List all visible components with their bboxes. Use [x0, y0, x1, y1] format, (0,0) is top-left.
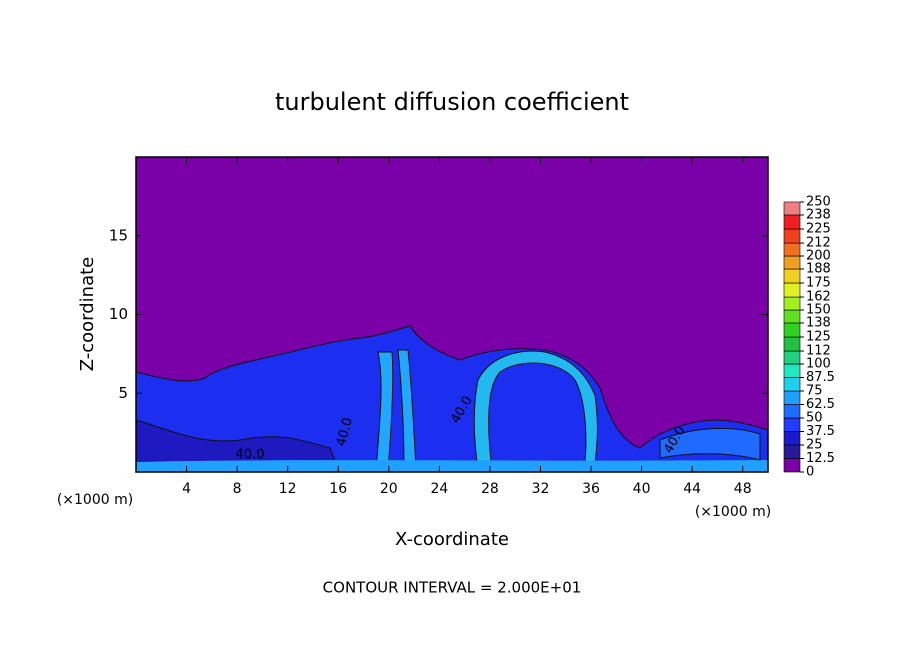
colorbar-bin [783, 296, 801, 311]
x-tick-label: 24 [430, 481, 448, 497]
x-tick-label: 32 [532, 481, 550, 497]
colorbar-bin [783, 417, 801, 432]
colorbar-bin [783, 336, 801, 352]
field-region [135, 419, 341, 473]
colorbar-bin [783, 214, 801, 230]
plot-field [135, 157, 769, 473]
colorbar-bin [783, 309, 801, 324]
colorbar-tick-label: 50 [806, 411, 823, 426]
colorbar-bin [783, 390, 801, 405]
colorbar-bin [783, 444, 801, 459]
colorbar-bin [783, 228, 801, 244]
colorbar-tick-label: 37.5 [806, 424, 835, 439]
field-region [659, 427, 761, 461]
x-tick-label: 4 [182, 481, 191, 497]
colorbar-tick-label: 225 [806, 222, 831, 237]
colorbar-tick-label: 188 [806, 261, 831, 276]
x-tick-label: 44 [683, 481, 701, 497]
colorbar-tick-label: 87.5 [806, 370, 835, 385]
colorbar-tick-label: 75 [806, 384, 823, 399]
y-tick-label: 15 [109, 226, 128, 244]
colorbar-tick-label: 212 [806, 236, 831, 251]
y-axis-label: Z-coordinate [77, 257, 98, 372]
colorbar-bin [783, 350, 801, 365]
x-tick-label: 8 [233, 481, 242, 497]
colorbar-tick-label: 162 [806, 290, 831, 305]
colorbar-bin [783, 282, 801, 298]
colorbar-bin [783, 377, 801, 392]
colorbar-tick-label: 200 [806, 249, 831, 264]
colorbar-tick-label: 112 [806, 344, 831, 359]
x-unit-label: (×1000 m) [57, 492, 133, 508]
colorbar-bin [783, 322, 801, 338]
colorbar-tick-label: 150 [806, 303, 831, 318]
x-tick-label: 36 [582, 481, 600, 497]
colorbar-bin [783, 458, 801, 473]
x-tick-label: 16 [329, 481, 347, 497]
colorbar-tick-label: 138 [806, 315, 831, 330]
contour-label: 40.0 [236, 448, 265, 463]
colorbar-bin [783, 404, 801, 419]
chart-title: turbulent diffusion coefficient [275, 88, 629, 116]
x-tick-label: 40 [633, 481, 651, 497]
x-tick-label: 28 [481, 481, 499, 497]
colorbar-tick-label: 25 [806, 438, 823, 453]
colorbar-bin [783, 268, 801, 284]
field-region [135, 325, 769, 473]
x-tick-label: 48 [734, 481, 752, 497]
y-tick-label: 10 [109, 305, 128, 323]
colorbar-bin [783, 255, 801, 270]
colorbar-bin [783, 242, 801, 257]
y-tick-label: 5 [118, 384, 128, 402]
colorbar-tick-label: 12.5 [806, 451, 835, 466]
colorbar-bin [783, 431, 801, 446]
colorbar-bin [783, 201, 801, 216]
colorbar-tick-label: 0 [806, 465, 814, 480]
colorbar-tick-label: 100 [806, 357, 831, 372]
colorbar-tick-label: 62.5 [806, 397, 835, 412]
colorbar-tick-label: 238 [806, 207, 831, 222]
x-axis-label: X-coordinate [395, 529, 509, 550]
x-unit-label: (×1000 m) [695, 504, 771, 520]
colorbar-tick-label: 175 [806, 276, 831, 291]
footer-note: CONTOUR INTERVAL = 2.000E+01 [323, 579, 582, 597]
x-tick-label: 12 [279, 481, 297, 497]
x-tick-label: 20 [380, 481, 398, 497]
colorbar-tick-label: 125 [806, 330, 831, 345]
colorbar-bin [783, 363, 801, 378]
field-region [136, 460, 768, 472]
colorbar-tick-label: 250 [806, 195, 831, 210]
contour-label: 40.0 [334, 416, 356, 448]
